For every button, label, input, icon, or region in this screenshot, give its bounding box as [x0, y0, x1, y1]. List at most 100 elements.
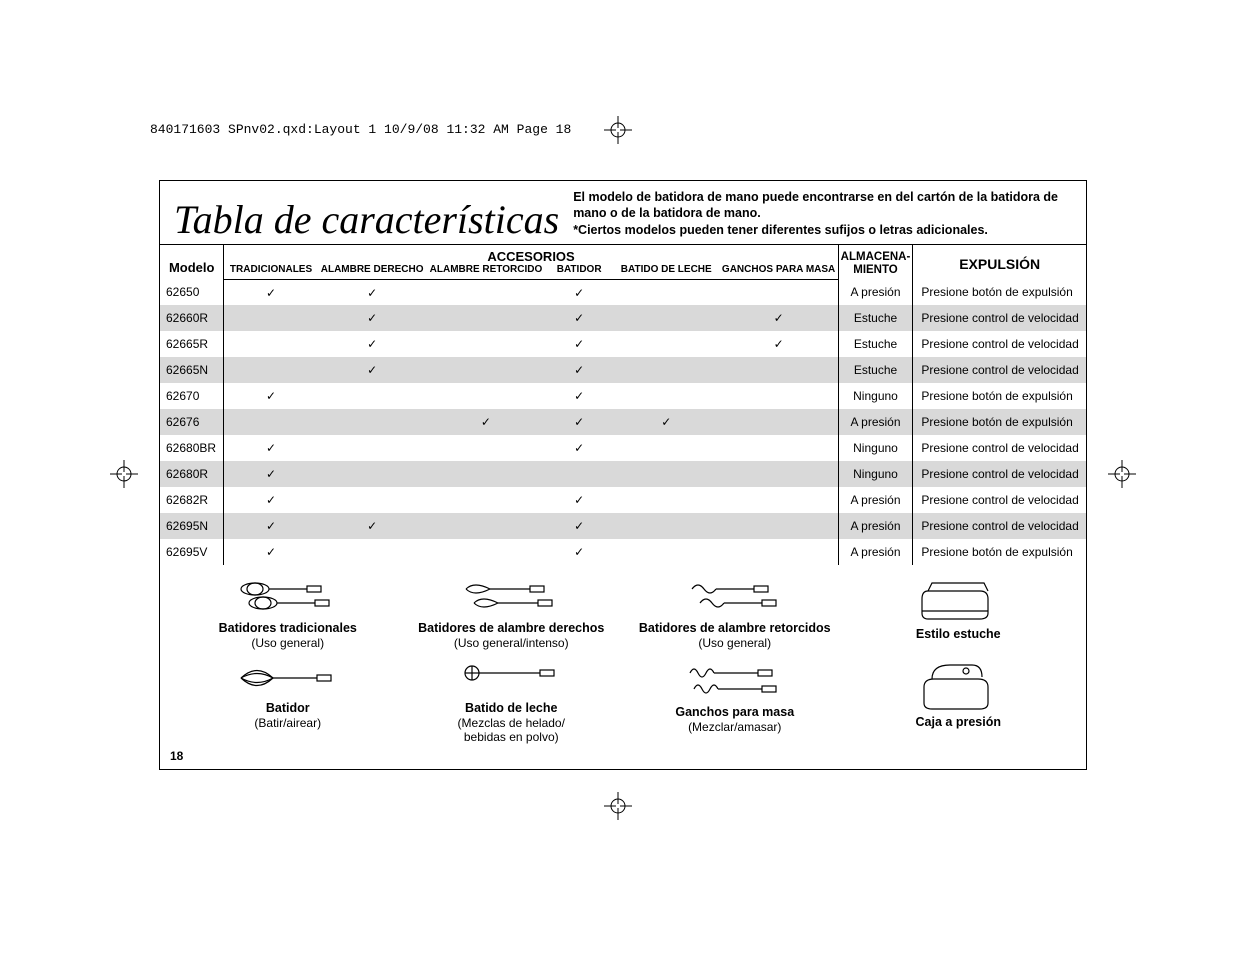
crop-mark-top	[604, 116, 632, 144]
cell-expulsion: Presione botón de expulsión	[913, 279, 1086, 305]
table-row: 62682R✓✓A presiónPresione control de vel…	[160, 487, 1086, 513]
cell-check	[720, 539, 839, 565]
legend-subtitle: (Uso general/intenso)	[400, 636, 624, 650]
legend-icon	[847, 659, 1071, 711]
cell-check: ✓	[318, 513, 427, 539]
cell-check: ✓	[224, 383, 318, 409]
cell-check: ✓	[545, 513, 613, 539]
cell-check: ✓	[545, 487, 613, 513]
legend-row-1: Batidores tradicionales(Uso general)Bati…	[176, 575, 1070, 650]
cell-check	[613, 435, 720, 461]
table-row: 62665R✓✓✓EstuchePresione control de velo…	[160, 331, 1086, 357]
crop-mark-left	[110, 460, 138, 488]
cell-check	[427, 305, 546, 331]
subcol-alambre-derecho: ALAMBRE DERECHO	[318, 264, 427, 280]
legend-subtitle: (Mezclas de helado/ bebidas en polvo)	[400, 716, 624, 745]
cell-check	[427, 513, 546, 539]
cell-expulsion: Presione control de velocidad	[913, 461, 1086, 487]
cell-check: ✓	[545, 539, 613, 565]
cell-check	[318, 435, 427, 461]
crop-mark-right	[1108, 460, 1136, 488]
cell-check: ✓	[545, 357, 613, 383]
cell-check	[318, 409, 427, 435]
cell-check	[720, 383, 839, 409]
col-almacenamiento: ALMACENA- MIENTO	[838, 244, 913, 279]
table-row: 62695N✓✓✓A presiónPresione control de ve…	[160, 513, 1086, 539]
col-expulsion: EXPULSIÓN	[913, 244, 1086, 279]
crop-mark-bottom	[604, 792, 632, 820]
cell-check	[613, 331, 720, 357]
cell-almacenamiento: Ninguno	[838, 461, 913, 487]
legend-title: Batidores tradicionales	[176, 621, 400, 636]
legend-icon	[176, 659, 400, 697]
cell-check: ✓	[224, 435, 318, 461]
cell-check	[427, 357, 546, 383]
legend-icon	[623, 575, 847, 617]
cell-check	[427, 331, 546, 357]
features-table: Modelo ACCESORIOS ALMACENA- MIENTO EXPUL…	[160, 244, 1086, 566]
cell-check	[224, 409, 318, 435]
legend: Batidores tradicionales(Uso general)Bati…	[160, 565, 1086, 758]
cell-expulsion: Presione control de velocidad	[913, 487, 1086, 513]
legend-icon	[623, 659, 847, 701]
cell-check	[427, 435, 546, 461]
cell-check: ✓	[720, 305, 839, 331]
subtitle-line-2: *Ciertos modelos pueden tener diferentes…	[573, 223, 988, 237]
cell-check	[545, 461, 613, 487]
cell-check: ✓	[224, 513, 318, 539]
cell-check: ✓	[720, 331, 839, 357]
cell-model: 62695N	[160, 513, 224, 539]
cell-almacenamiento: Ninguno	[838, 435, 913, 461]
cell-check: ✓	[545, 409, 613, 435]
cell-check	[613, 305, 720, 331]
legend-subtitle: (Mezclar/amasar)	[623, 720, 847, 734]
legend-title: Caja a presión	[847, 715, 1071, 730]
cell-check: ✓	[224, 539, 318, 565]
legend-row-2: Batidor(Batir/airear)Batido de leche(Mez…	[176, 659, 1070, 745]
cell-check	[613, 539, 720, 565]
page-number: 18	[170, 749, 183, 763]
cell-check	[720, 461, 839, 487]
legend-item: Batidor(Batir/airear)	[176, 659, 400, 745]
cell-check	[613, 279, 720, 305]
cell-model: 62695V	[160, 539, 224, 565]
cell-check	[720, 409, 839, 435]
cell-check: ✓	[545, 305, 613, 331]
page-title: Tabla de características	[174, 200, 559, 240]
subtitle-line-1: El modelo de batidora de mano puede enco…	[573, 190, 1058, 220]
cell-model: 62682R	[160, 487, 224, 513]
cell-expulsion: Presione control de velocidad	[913, 435, 1086, 461]
legend-title: Batidores de alambre derechos	[400, 621, 624, 636]
cell-expulsion: Presione control de velocidad	[913, 513, 1086, 539]
legend-subtitle: (Uso general)	[623, 636, 847, 650]
cell-check	[318, 383, 427, 409]
cell-model: 62670	[160, 383, 224, 409]
cell-check: ✓	[613, 409, 720, 435]
cell-model: 62676	[160, 409, 224, 435]
table-row: 62665N✓✓EstuchePresione control de veloc…	[160, 357, 1086, 383]
cell-check	[224, 305, 318, 331]
legend-item: Estilo estuche	[847, 575, 1071, 650]
subcol-alambre-retorcido: ALAMBRE RETORCIDO	[427, 264, 546, 280]
cell-expulsion: Presione botón de expulsión	[913, 409, 1086, 435]
legend-item: Batidores de alambre retorcidos(Uso gene…	[623, 575, 847, 650]
cell-check	[613, 357, 720, 383]
cell-check	[613, 487, 720, 513]
cell-check	[427, 539, 546, 565]
legend-item: Ganchos para masa(Mezclar/amasar)	[623, 659, 847, 745]
cell-expulsion: Presione control de velocidad	[913, 305, 1086, 331]
legend-subtitle: (Uso general)	[176, 636, 400, 650]
cell-almacenamiento: A presión	[838, 409, 913, 435]
subcol-tradicionales: TRADICIONALES	[224, 264, 318, 280]
cell-check: ✓	[318, 331, 427, 357]
cell-check	[318, 487, 427, 513]
cell-expulsion: Presione botón de expulsión	[913, 539, 1086, 565]
legend-item: Batido de leche(Mezclas de helado/ bebid…	[400, 659, 624, 745]
cell-check	[720, 357, 839, 383]
cell-check: ✓	[318, 279, 427, 305]
col-accesorios: ACCESORIOS	[224, 244, 838, 264]
print-header-line: 840171603 SPnv02.qxd:Layout 1 10/9/08 11…	[150, 122, 571, 137]
cell-check: ✓	[224, 279, 318, 305]
cell-almacenamiento: A presión	[838, 279, 913, 305]
cell-check: ✓	[545, 435, 613, 461]
